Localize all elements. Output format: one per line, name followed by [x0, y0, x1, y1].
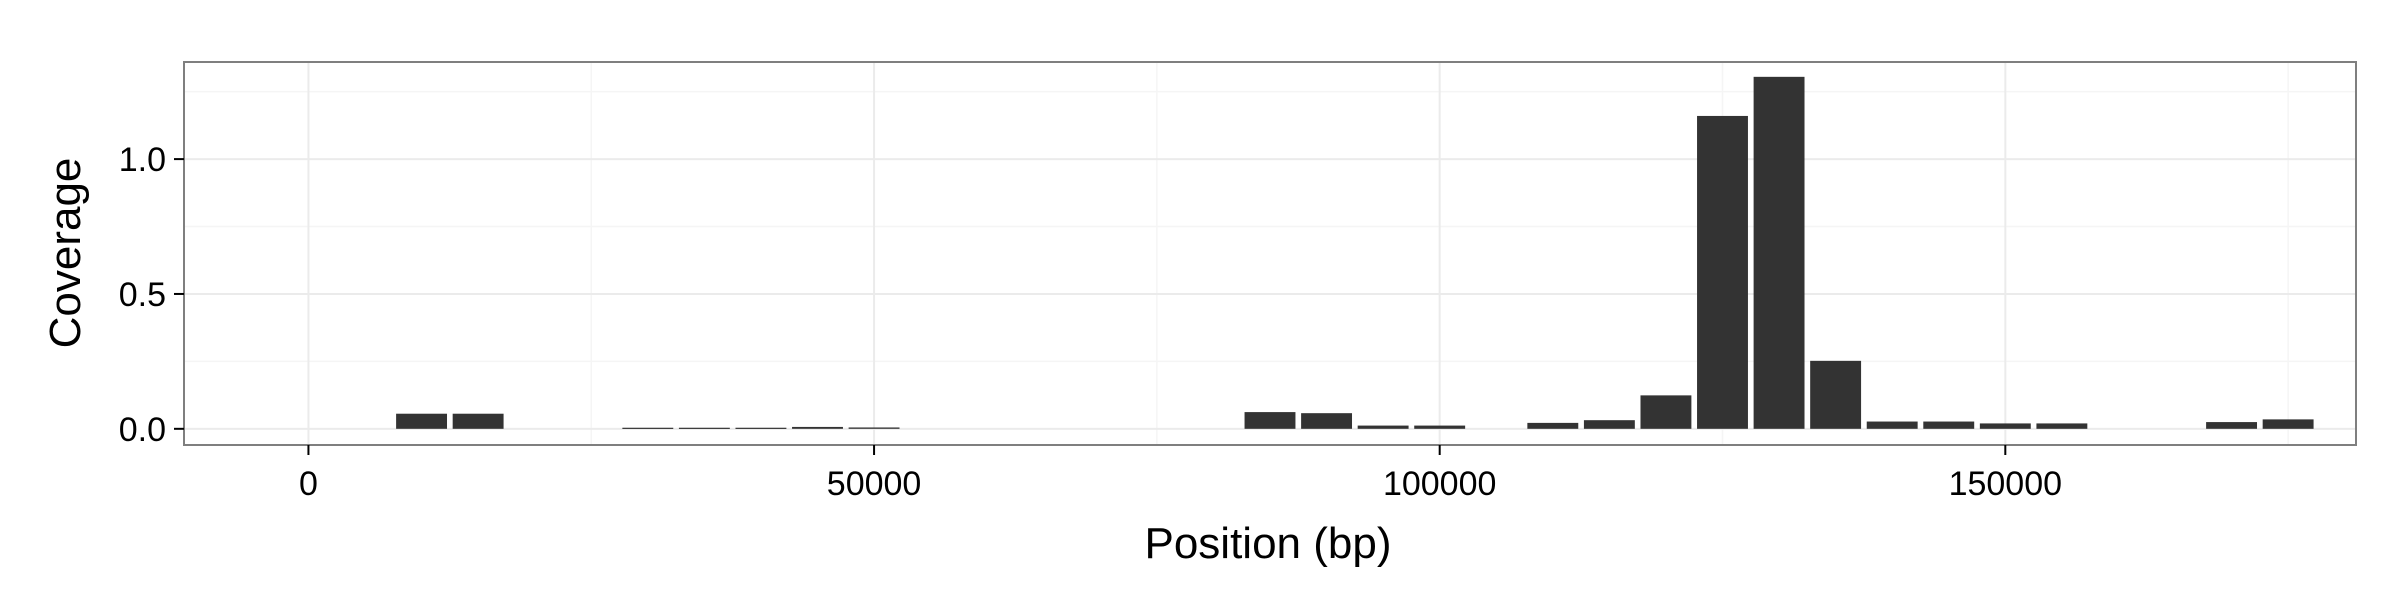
bar	[1810, 360, 1862, 429]
bar	[396, 413, 448, 429]
bar	[2262, 419, 2314, 429]
bar	[1979, 423, 2031, 429]
y-tick-label: 0.0	[119, 411, 166, 449]
bar	[1640, 395, 1692, 429]
x-tick-label: 150000	[1949, 465, 2062, 503]
bar	[622, 427, 674, 429]
x-tick-label: 100000	[1383, 465, 1496, 503]
bar	[678, 427, 730, 429]
bar	[1923, 421, 1975, 429]
y-tick-label: 1.0	[119, 141, 166, 179]
axes: 0 50000 100000 150000 0.0 0.5 1.0	[119, 141, 2062, 503]
bar	[1357, 425, 1409, 429]
bar	[2036, 423, 2088, 429]
bar	[735, 427, 787, 429]
bar	[1866, 421, 1918, 429]
y-axis-label: Coverage	[41, 158, 90, 349]
y-tick-label: 0.5	[119, 276, 166, 314]
x-tick-label: 50000	[827, 465, 922, 503]
bar	[1527, 422, 1579, 429]
bar	[2206, 422, 2258, 429]
bar	[1414, 425, 1466, 429]
bar	[1583, 420, 1635, 429]
bar	[848, 427, 900, 429]
bar	[452, 413, 504, 429]
bars	[396, 76, 2314, 429]
bar	[1301, 413, 1353, 429]
bar	[1244, 412, 1296, 429]
bar	[1753, 76, 1805, 429]
grid-lines	[184, 62, 2356, 445]
x-tick-label: 0	[299, 465, 318, 503]
panel-border	[183, 61, 2357, 446]
x-axis-label: Position (bp)	[1144, 519, 1391, 568]
bar	[792, 426, 843, 429]
panel-background	[184, 62, 2356, 445]
bar	[1697, 115, 1748, 429]
